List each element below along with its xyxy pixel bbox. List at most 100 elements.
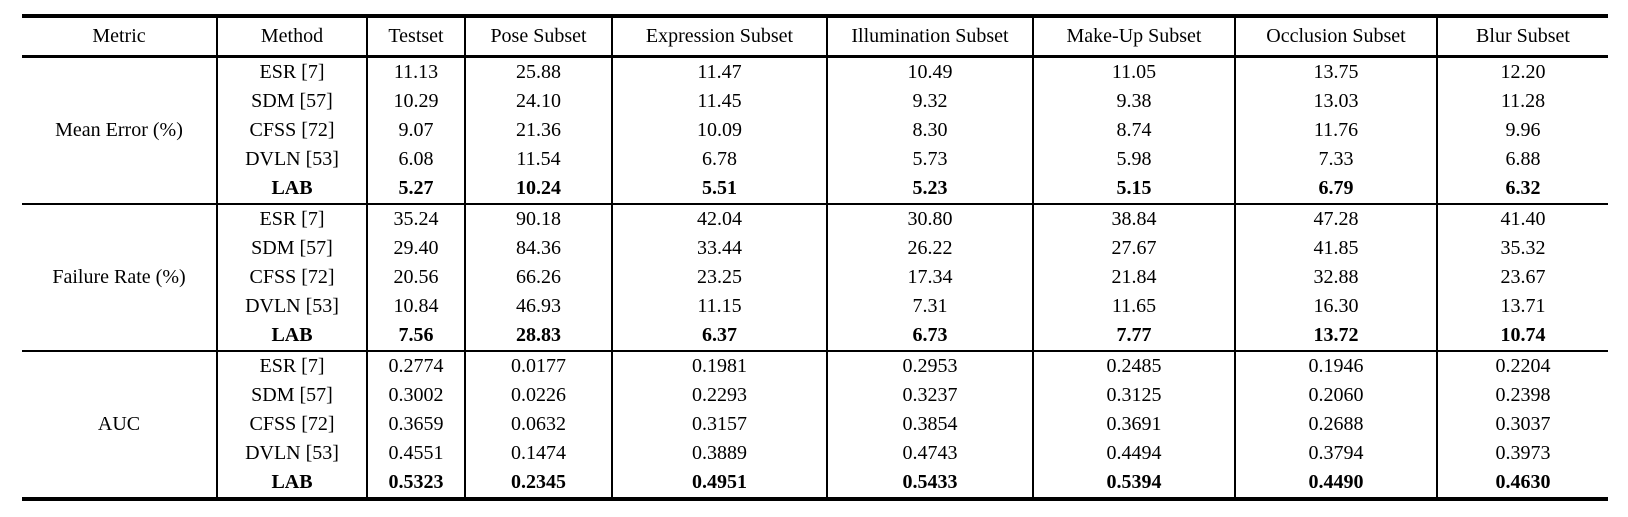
method-cell: CFSS [72] <box>216 410 367 439</box>
value-cell: 0.5394 <box>1032 468 1235 499</box>
metric-label-failure-rate: Failure Rate (%) <box>22 203 217 351</box>
value-cell: 8.74 <box>1032 116 1235 145</box>
value-cell: 25.88 <box>464 55 612 87</box>
value-cell: 5.23 <box>826 174 1033 204</box>
value-cell: 0.0632 <box>464 410 612 439</box>
method-cell: CFSS [72] <box>216 116 367 145</box>
value-cell: 10.29 <box>366 87 465 116</box>
value-cell: 11.13 <box>366 55 465 87</box>
table-body: Mean Error (%) ESR [7] 11.13 25.88 11.47 10.4… <box>22 55 1608 499</box>
value-cell: 0.2485 <box>1032 350 1235 381</box>
value-cell: 11.54 <box>464 145 612 174</box>
method-cell: ESR [7] <box>216 203 367 234</box>
method-cell: DVLN [53] <box>216 145 367 174</box>
value-cell: 7.77 <box>1032 321 1235 351</box>
value-cell: 6.88 <box>1436 145 1608 174</box>
column-header-method: Method <box>216 16 367 58</box>
value-cell: 0.3125 <box>1032 381 1235 410</box>
results-table: Metric Method Testset Pose Subset Expression… <box>22 14 1608 501</box>
column-header-occlusion-subset: Occlusion Subset <box>1234 16 1437 58</box>
value-cell: 0.4743 <box>826 439 1033 468</box>
value-cell: 10.74 <box>1436 321 1608 351</box>
value-cell: 41.40 <box>1436 203 1608 234</box>
value-cell: 0.3973 <box>1436 439 1608 468</box>
value-cell: 0.2953 <box>826 350 1033 381</box>
method-cell: SDM [57] <box>216 381 367 410</box>
column-header-expression-subset: Expression Subset <box>611 16 827 58</box>
value-cell: 8.30 <box>826 116 1033 145</box>
method-cell: LAB <box>216 174 367 204</box>
value-cell: 11.76 <box>1234 116 1437 145</box>
value-cell: 23.25 <box>611 263 827 292</box>
value-cell: 32.88 <box>1234 263 1437 292</box>
method-cell: SDM [57] <box>216 234 367 263</box>
value-cell: 0.2345 <box>464 468 612 499</box>
value-cell: 0.3691 <box>1032 410 1235 439</box>
value-cell: 0.3157 <box>611 410 827 439</box>
value-cell: 11.28 <box>1436 87 1608 116</box>
value-cell: 84.36 <box>464 234 612 263</box>
value-cell: 9.96 <box>1436 116 1608 145</box>
value-cell: 0.3002 <box>366 381 465 410</box>
value-cell: 27.67 <box>1032 234 1235 263</box>
value-cell: 90.18 <box>464 203 612 234</box>
value-cell: 17.34 <box>826 263 1033 292</box>
value-cell: 46.93 <box>464 292 612 321</box>
value-cell: 5.15 <box>1032 174 1235 204</box>
value-cell: 47.28 <box>1234 203 1437 234</box>
value-cell: 30.80 <box>826 203 1033 234</box>
metric-label-mean-error: Mean Error (%) <box>22 55 217 204</box>
value-cell: 0.4551 <box>366 439 465 468</box>
method-cell: ESR [7] <box>216 350 367 381</box>
value-cell: 11.05 <box>1032 55 1235 87</box>
value-cell: 5.27 <box>366 174 465 204</box>
value-cell: 26.22 <box>826 234 1033 263</box>
value-cell: 5.98 <box>1032 145 1235 174</box>
value-cell: 0.3854 <box>826 410 1033 439</box>
table-row: SDM [57] 29.40 84.36 33.44 26.22 27.67 41.85 35… <box>22 234 1608 263</box>
value-cell: 13.72 <box>1234 321 1437 351</box>
value-cell: 28.83 <box>464 321 612 351</box>
value-cell: 6.08 <box>366 145 465 174</box>
value-cell: 66.26 <box>464 263 612 292</box>
method-cell: CFSS [72] <box>216 263 367 292</box>
value-cell: 0.0177 <box>464 350 612 381</box>
table-header: Metric Method Testset Pose Subset Expression… <box>22 16 1608 58</box>
value-cell: 0.0226 <box>464 381 612 410</box>
value-cell: 7.33 <box>1234 145 1437 174</box>
value-cell: 13.71 <box>1436 292 1608 321</box>
value-cell: 0.3659 <box>366 410 465 439</box>
value-cell: 5.51 <box>611 174 827 204</box>
value-cell: 24.10 <box>464 87 612 116</box>
value-cell: 9.38 <box>1032 87 1235 116</box>
value-cell: 0.2688 <box>1234 410 1437 439</box>
value-cell: 6.78 <box>611 145 827 174</box>
table-row: LAB 5.27 10.24 5.51 5.23 5.15 6.79 6.32 <box>22 174 1608 204</box>
value-cell: 21.84 <box>1032 263 1235 292</box>
value-cell: 0.2060 <box>1234 381 1437 410</box>
column-header-testset: Testset <box>366 16 465 58</box>
table-row: CFSS [72] 9.07 21.36 10.09 8.30 8.74 11.76 9.96 <box>22 116 1608 145</box>
method-cell: LAB <box>216 321 367 351</box>
table-row: DVLN [53] 10.84 46.93 11.15 7.31 11.65 16.30 13… <box>22 292 1608 321</box>
value-cell: 33.44 <box>611 234 827 263</box>
value-cell: 35.32 <box>1436 234 1608 263</box>
value-cell: 9.07 <box>366 116 465 145</box>
method-cell: SDM [57] <box>216 87 367 116</box>
value-cell: 7.31 <box>826 292 1033 321</box>
column-header-pose-subset: Pose Subset <box>464 16 612 58</box>
metric-label-auc: AUC <box>22 350 217 499</box>
column-header-blur-subset: Blur Subset <box>1436 16 1608 58</box>
value-cell: 21.36 <box>464 116 612 145</box>
table-row: CFSS [72] 0.3659 0.0632 0.3157 0.3854 0.3691 0… <box>22 410 1608 439</box>
value-cell: 0.2774 <box>366 350 465 381</box>
method-cell: ESR [7] <box>216 55 367 87</box>
column-header-illumination-subset: Illumination Subset <box>826 16 1033 58</box>
value-cell: 9.32 <box>826 87 1033 116</box>
value-cell: 16.30 <box>1234 292 1437 321</box>
value-cell: 20.56 <box>366 263 465 292</box>
value-cell: 0.3037 <box>1436 410 1608 439</box>
value-cell: 0.4630 <box>1436 468 1608 499</box>
value-cell: 12.20 <box>1436 55 1608 87</box>
